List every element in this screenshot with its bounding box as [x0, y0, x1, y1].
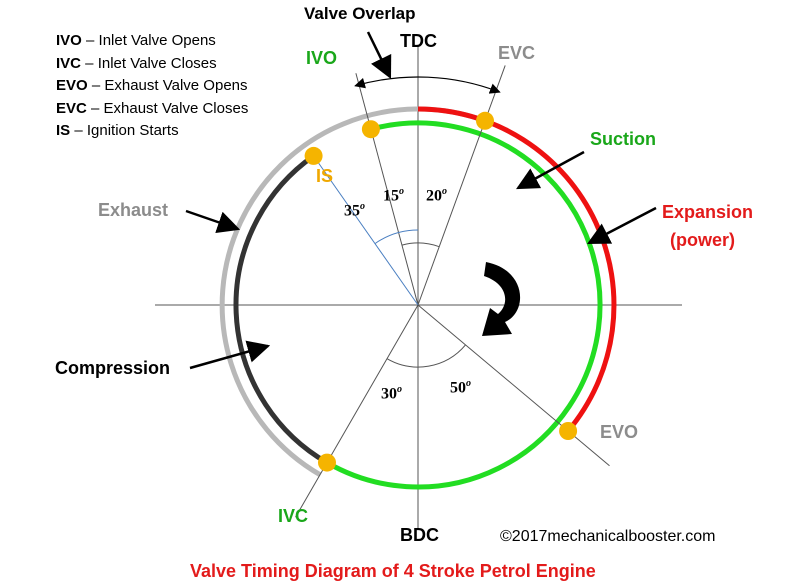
ivc-label: IVC: [278, 506, 309, 526]
angle-label-30: 30o: [381, 384, 402, 403]
tdc-label: TDC: [400, 31, 437, 51]
valve-overlap-bracket: [354, 76, 501, 94]
ivo-label: IVO: [306, 48, 338, 68]
is-angle-arc: [374, 229, 419, 245]
suction-pointer-arrow: [516, 150, 585, 190]
evc-label: EVC: [498, 43, 536, 63]
exhaust-arc: [219, 106, 486, 477]
compression-arc: [233, 153, 329, 465]
angle-label-15: 15o: [383, 186, 404, 205]
ivo-marker: [361, 120, 380, 139]
overlap-pointer-arrow: [366, 31, 392, 80]
ivo-line: [355, 73, 419, 306]
exhaust-pointer-arrow: [185, 209, 241, 234]
curved-clockwise-arrow-icon: [482, 262, 521, 336]
evc-marker: [476, 111, 494, 130]
ivc-marker: [318, 453, 336, 472]
expansion-label: Expansion: [662, 202, 754, 222]
angle-label-20: 20o: [426, 186, 447, 205]
angle-label-35: 35o: [344, 201, 365, 220]
ivc-line: [295, 304, 419, 518]
expansion-pointer-arrow: [587, 206, 657, 245]
exhaust-label: Exhaust: [98, 200, 169, 220]
bdc-label: BDC: [400, 525, 439, 545]
legend-row: IVC – Inlet Valve Closes: [56, 54, 217, 72]
evo-marker: [559, 422, 578, 440]
is-line: [308, 149, 419, 306]
suction-arc: [325, 120, 603, 490]
legend-row: IVO – Inlet Valve Opens: [56, 32, 216, 49]
diagram-caption: Valve Timing Diagram of 4 Stroke Petrol …: [190, 561, 596, 581]
evo-label: EVO: [600, 422, 639, 442]
bdc-angle-arc: [386, 344, 466, 368]
is-label: IS: [316, 166, 334, 186]
is-marker: [304, 146, 323, 165]
abbreviation-legend: IVO – Inlet Valve Opens IVC – Inlet Valv…: [56, 30, 248, 143]
legend-row: EVC – Exhaust Valve Closes: [56, 99, 249, 117]
expansion-power-label: (power): [670, 230, 735, 250]
tdc-angle-arc: [401, 242, 440, 248]
compression-pointer-arrow: [189, 340, 271, 370]
angle-label-50: 50o: [450, 378, 471, 397]
copyright-text: ©2017mechanicalbooster.com: [500, 528, 716, 545]
evc-line: [417, 65, 506, 306]
compression-label: Compression: [55, 358, 171, 378]
suction-label: Suction: [590, 129, 656, 149]
legend-row: IS – Ignition Starts: [56, 122, 179, 139]
legend-row: EVO – Exhaust Valve Opens: [56, 77, 248, 94]
valve-overlap-label: Valve Overlap: [304, 4, 416, 23]
evo-line: [417, 304, 610, 467]
